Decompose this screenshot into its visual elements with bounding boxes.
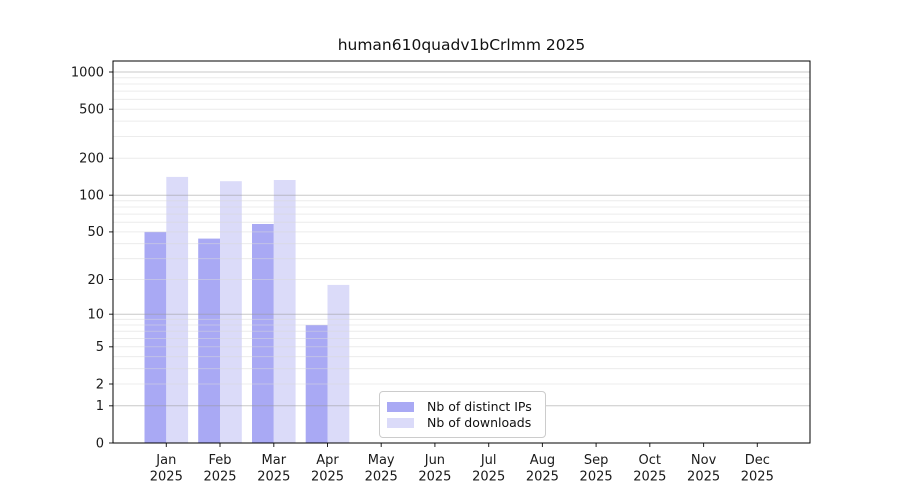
bar-downloads-feb — [220, 181, 242, 443]
x-tick-label-month-aug: Aug — [530, 453, 555, 468]
x-tick-label-month-feb: Feb — [208, 453, 231, 468]
y-tick-label-20: 20 — [87, 273, 104, 288]
x-tick-label-year-jun: 2025 — [418, 470, 451, 485]
bar-downloads-apr — [327, 284, 350, 443]
y-tick-label-5: 5 — [96, 340, 104, 355]
y-tick-label-2: 2 — [96, 377, 104, 392]
legend-swatch-downloads — [387, 417, 414, 428]
y-tick-label-500: 500 — [79, 102, 104, 117]
legend: Nb of distinct IPs Nb of downloads — [379, 391, 546, 438]
x-tick-label-year-oct: 2025 — [633, 470, 666, 485]
y-tick-label-50: 50 — [87, 225, 104, 240]
y-tick-label-1: 1 — [96, 399, 104, 414]
x-tick-label-month-jan: Jan — [155, 453, 176, 468]
x-tick-label-year-aug: 2025 — [526, 470, 559, 485]
x-tick-label-month-sep: Sep — [584, 453, 609, 468]
bar-downloads-jan — [166, 176, 189, 443]
bar-downloads-mar — [273, 180, 296, 443]
x-tick-label-month-oct: Oct — [639, 453, 661, 468]
x-tick-label-month-nov: Nov — [691, 453, 717, 468]
legend-item-downloads: Nb of downloads — [387, 415, 537, 430]
x-tick-label-year-sep: 2025 — [580, 470, 613, 485]
x-tick-label-year-jan: 2025 — [150, 470, 183, 485]
x-tick-label-year-dec: 2025 — [741, 470, 774, 485]
x-tick-label-year-nov: 2025 — [687, 470, 720, 485]
y-tick-label-10: 10 — [87, 307, 104, 322]
x-tick-label-year-mar: 2025 — [257, 470, 290, 485]
legend-item-distinct-ips: Nb of distinct IPs — [387, 399, 537, 414]
x-tick-label-year-may: 2025 — [365, 470, 398, 485]
x-tick-label-month-jul: Jul — [480, 453, 497, 468]
x-tick-label-year-feb: 2025 — [203, 470, 236, 485]
x-tick-label-month-mar: Mar — [262, 453, 287, 468]
x-tick-label-month-dec: Dec — [745, 453, 770, 468]
legend-label-downloads: Nb of downloads — [427, 415, 532, 430]
bar-distinct-ips-mar — [252, 224, 274, 443]
y-tick-label-200: 200 — [79, 151, 104, 166]
bar-distinct-ips-jan — [144, 231, 167, 443]
legend-label-distinct-ips: Nb of distinct IPs — [427, 399, 532, 414]
x-tick-label-month-may: May — [368, 453, 395, 468]
y-tick-label-0: 0 — [96, 436, 104, 451]
x-tick-label-year-jul: 2025 — [472, 470, 505, 485]
x-tick-label-month-apr: Apr — [316, 453, 339, 468]
axes-spines — [112, 60, 811, 444]
x-tick-label-year-apr: 2025 — [311, 470, 344, 485]
y-tick-label-1000: 1000 — [71, 65, 104, 80]
x-tick-label-month-jun: Jun — [424, 453, 445, 468]
bar-distinct-ips-feb — [198, 238, 220, 443]
chart-title: human610quadv1bCrlmm 2025 — [337, 36, 586, 54]
y-tick-label-100: 100 — [79, 188, 104, 203]
legend-swatch-distinct-ips — [387, 401, 414, 412]
